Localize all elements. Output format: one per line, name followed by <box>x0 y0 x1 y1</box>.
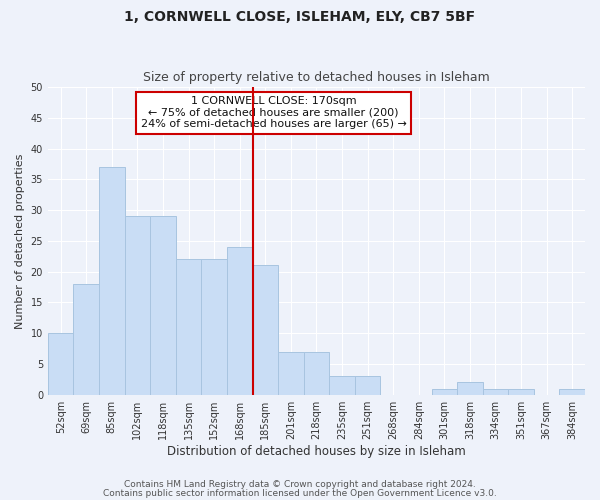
Bar <box>99 167 125 394</box>
Bar <box>125 216 150 394</box>
Bar <box>48 333 73 394</box>
Title: Size of property relative to detached houses in Isleham: Size of property relative to detached ho… <box>143 72 490 85</box>
Bar <box>176 260 202 394</box>
Bar <box>329 376 355 394</box>
X-axis label: Distribution of detached houses by size in Isleham: Distribution of detached houses by size … <box>167 444 466 458</box>
Bar <box>202 260 227 394</box>
Bar <box>457 382 482 394</box>
Text: 1, CORNWELL CLOSE, ISLEHAM, ELY, CB7 5BF: 1, CORNWELL CLOSE, ISLEHAM, ELY, CB7 5BF <box>124 10 476 24</box>
Bar <box>304 352 329 395</box>
Bar <box>227 247 253 394</box>
Text: Contains public sector information licensed under the Open Government Licence v3: Contains public sector information licen… <box>103 488 497 498</box>
Bar <box>508 388 534 394</box>
Bar <box>278 352 304 395</box>
Bar <box>150 216 176 394</box>
Bar <box>559 388 585 394</box>
Y-axis label: Number of detached properties: Number of detached properties <box>15 153 25 328</box>
Text: 1 CORNWELL CLOSE: 170sqm
← 75% of detached houses are smaller (200)
24% of semi-: 1 CORNWELL CLOSE: 170sqm ← 75% of detach… <box>140 96 406 130</box>
Text: Contains HM Land Registry data © Crown copyright and database right 2024.: Contains HM Land Registry data © Crown c… <box>124 480 476 489</box>
Bar <box>73 284 99 395</box>
Bar <box>355 376 380 394</box>
Bar <box>431 388 457 394</box>
Bar <box>482 388 508 394</box>
Bar <box>253 266 278 394</box>
